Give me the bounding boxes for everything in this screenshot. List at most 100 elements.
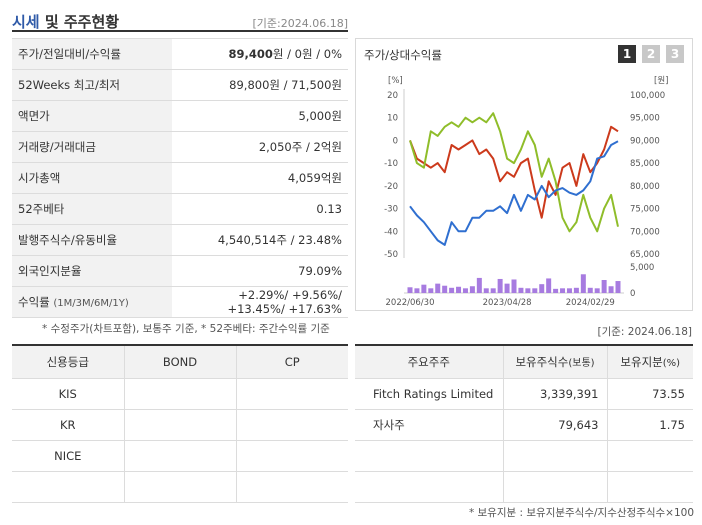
y-tick-right: 70,000 — [630, 227, 660, 237]
volume-bar — [525, 288, 531, 293]
price-chart: [%] [원] 20 10 0 -10 -20 -30 -40 -50 100,000 95,000 9… — [384, 76, 668, 308]
volume-bar — [476, 277, 482, 293]
chart-title: 주가/상대수익률 — [364, 48, 442, 62]
volume-bar — [560, 288, 566, 293]
volume-bar — [566, 288, 572, 293]
volume-bar — [462, 288, 468, 293]
chart-tab-1[interactable]: 1 — [618, 45, 636, 63]
bond-cell — [123, 409, 236, 441]
y-tick-left: -50 — [384, 250, 398, 260]
volume-tick: 5,000 — [630, 263, 654, 273]
reference-date-2: [기준: 2024.06.18] — [597, 326, 692, 338]
y-tick-left: -40 — [384, 227, 398, 237]
col-header: 신용등급 — [12, 344, 124, 379]
bond-cell — [123, 378, 236, 410]
table-row: NICE — [12, 440, 348, 472]
volume-bar — [594, 288, 600, 293]
quote-value: 4,059억원 — [172, 162, 348, 194]
col-header: BOND — [123, 344, 236, 379]
quote-label: 외국인지분율 — [12, 255, 172, 287]
quote-row: 발행주식수/유동비율 4,540,514주 / 23.48% — [12, 224, 348, 256]
x-tick-label: 2024/02/29 — [566, 298, 615, 308]
y-tick-left: 20 — [387, 91, 398, 101]
col-header: CP — [235, 344, 348, 379]
col-header: 보유주식수(보통) — [502, 344, 607, 379]
section-title: 시세 및 주주현황 — [12, 13, 120, 31]
holder-stake: 1.75 — [606, 409, 693, 441]
agency-cell: KIS — [12, 378, 124, 410]
volume-bar — [421, 284, 427, 293]
cp-cell — [235, 440, 348, 472]
quote-label: 수익률 (1M/3M/6M/1Y) — [12, 286, 172, 318]
quote-row: 주가/전일대비/수익률 89,400원 / 0원 / 0% — [12, 38, 348, 70]
volume-bar — [414, 288, 420, 293]
volume-bar — [539, 284, 545, 293]
quote-row: 52주베타 0.13 — [12, 193, 348, 225]
holder-shares: 79,643 — [502, 409, 607, 441]
volume-bar — [553, 288, 559, 293]
volume-bar — [532, 288, 538, 293]
section-header: 시세 및 주주현황 [기준:2024.06.18] — [12, 10, 348, 32]
holder-shares — [502, 440, 607, 472]
return-value: +2.29%/ +9.56%/ +13.45%/ +17.63% — [172, 286, 348, 318]
y-tick-left: -30 — [384, 205, 398, 215]
quote-value: 2,050주 / 2억원 — [172, 131, 348, 163]
quote-value: 0.13 — [172, 193, 348, 225]
volume-bar — [442, 285, 448, 293]
quote-label: 시가총액 — [12, 162, 172, 194]
table-row: KIS — [12, 378, 348, 410]
bond-cell — [123, 440, 236, 472]
credit-rating-table: 신용등급 BOND CP KIS KR NICE — [12, 344, 348, 503]
series-line-0 — [409, 140, 619, 246]
chart-panel: 주가/상대수익률 1 2 3 [%] [원] 20 10 0 -10 -20 -30 -40 -5… — [355, 38, 693, 311]
volume-bar — [573, 287, 579, 293]
bond-cell — [123, 471, 236, 503]
shareholders-table: 주요주주 보유주식수(보통) 보유지분(%) Fitch Ratings Lim… — [355, 344, 693, 503]
y-tick-right: 95,000 — [630, 114, 660, 124]
holder-stake — [606, 471, 693, 503]
holder-name — [355, 471, 503, 503]
volume-bar — [497, 278, 503, 293]
volume-bar — [601, 280, 607, 293]
table-row: 자사주 79,643 1.75 — [355, 409, 693, 441]
holder-name — [355, 440, 503, 472]
y-tick-right: 100,000 — [630, 91, 665, 101]
chart-tab-3[interactable]: 3 — [666, 45, 684, 63]
volume-bar — [504, 283, 510, 293]
volume-bar — [511, 279, 517, 293]
quote-row: 수익률 (1M/3M/6M/1Y) +2.29%/ +9.56%/ +13.45… — [12, 286, 348, 318]
right-axis-unit: [원] — [654, 76, 668, 86]
volume-bar — [608, 286, 614, 293]
holder-stake: 73.55 — [606, 378, 693, 410]
volume-bar — [615, 281, 621, 293]
cp-cell — [235, 378, 348, 410]
volume-tick: 0 — [630, 289, 635, 299]
volume-bar — [587, 287, 593, 293]
quote-row: 시가총액 4,059억원 — [12, 162, 348, 194]
footnote-stake: * 보유지분 : 보유지분주식수/지수산정주식수×100 — [468, 507, 694, 519]
volume-bar — [456, 286, 462, 293]
quote-label: 52Weeks 최고/최저 — [12, 69, 172, 101]
quote-table: 주가/전일대비/수익률 89,400원 / 0원 / 0% 52Weeks 최고… — [12, 38, 348, 318]
left-axis-unit: [%] — [388, 76, 403, 86]
volume-bar — [435, 283, 441, 293]
quote-label: 발행주식수/유동비율 — [12, 224, 172, 256]
reference-date: [기준:2024.06.18] — [252, 17, 348, 30]
volume-bar — [546, 278, 552, 293]
volume-bar — [518, 287, 524, 293]
chart-tabs: 1 2 3 — [618, 45, 684, 63]
volume-bar — [469, 286, 475, 293]
quote-row: 52Weeks 최고/최저 89,800원 / 71,500원 — [12, 69, 348, 101]
volume-bar — [428, 288, 434, 293]
y-tick-left: 0 — [393, 136, 398, 146]
col-header: 보유지분(%) — [606, 344, 693, 379]
cp-cell — [235, 471, 348, 503]
quote-value: 4,540,514주 / 23.48% — [172, 224, 348, 256]
chart-tab-2[interactable]: 2 — [642, 45, 660, 63]
y-tick-right: 80,000 — [630, 182, 660, 192]
quote-label: 거래량/거래대금 — [12, 131, 172, 163]
quote-value: 79.09% — [172, 255, 348, 287]
quote-value: 89,400원 / 0원 / 0% — [172, 38, 348, 70]
holder-stake — [606, 440, 693, 472]
y-tick-right: 75,000 — [630, 205, 660, 215]
